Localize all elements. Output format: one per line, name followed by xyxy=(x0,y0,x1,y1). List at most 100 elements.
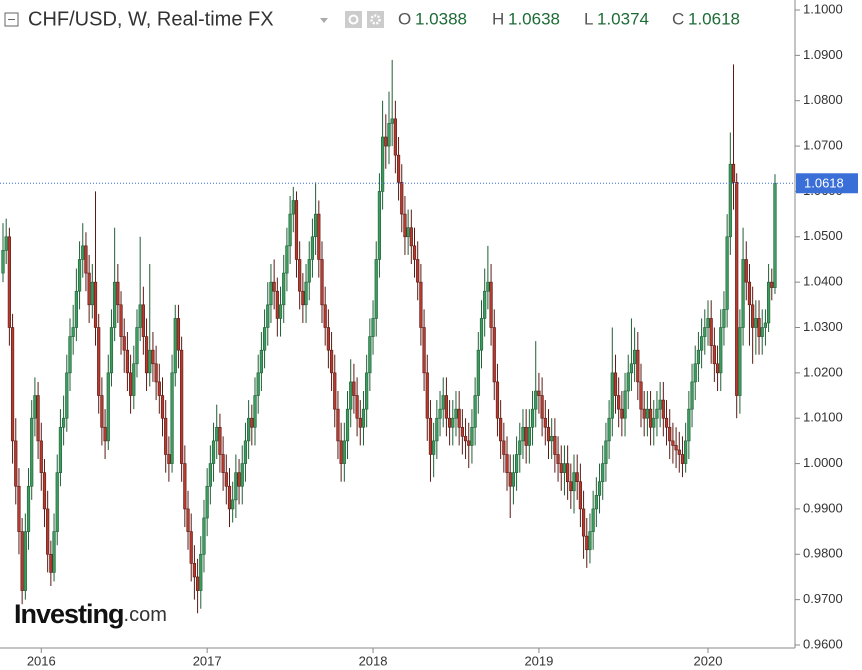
candle-body xyxy=(546,426,551,442)
candle-body xyxy=(661,399,665,419)
candle-body xyxy=(664,417,669,428)
candle-body xyxy=(454,408,458,419)
x-tick-label: 2020 xyxy=(694,653,723,668)
close-label: C xyxy=(672,9,684,28)
candle-body xyxy=(687,408,691,442)
candle-body xyxy=(199,553,203,591)
candle-body xyxy=(141,304,145,337)
candle-body xyxy=(333,372,337,410)
candle-body xyxy=(272,281,276,292)
candle-body xyxy=(591,508,595,532)
candle-body xyxy=(744,259,748,283)
candle-body xyxy=(416,259,420,283)
settings-icon[interactable] xyxy=(367,11,384,28)
candle-body xyxy=(358,417,362,428)
candle-body xyxy=(412,245,417,260)
candle-body xyxy=(623,390,627,419)
visibility-icon[interactable] xyxy=(345,11,362,28)
candle-body xyxy=(489,281,493,328)
y-tick-label: 1.1000 xyxy=(803,1,843,16)
candle-body xyxy=(432,440,436,455)
candle-body xyxy=(180,349,184,464)
candle-body xyxy=(247,417,251,442)
candle-body xyxy=(725,236,729,310)
candle-body xyxy=(696,349,701,365)
y-tick-label: 1.0800 xyxy=(803,92,843,107)
candle-body xyxy=(757,318,761,337)
x-tick-label: 2016 xyxy=(27,653,56,668)
settings-icon-gear xyxy=(370,14,381,25)
candle-body xyxy=(65,372,69,419)
candle-body xyxy=(566,463,570,483)
candle-body xyxy=(36,395,40,442)
candle-body xyxy=(26,485,31,532)
candle-body xyxy=(192,563,197,578)
candle-body xyxy=(323,304,327,328)
candle-body xyxy=(342,440,346,464)
candle-body xyxy=(345,408,350,442)
candle-body xyxy=(154,363,158,383)
candle-body xyxy=(49,553,53,573)
logo-main: Investing xyxy=(14,599,124,629)
logo-suffix: .com xyxy=(124,604,167,626)
candle-body xyxy=(52,531,56,573)
candle-body xyxy=(23,531,27,591)
candle-body xyxy=(291,200,295,215)
y-tick-label: 1.0100 xyxy=(803,410,843,425)
candle-body xyxy=(97,327,101,396)
candle-body xyxy=(285,245,289,274)
open-value: 1.0388 xyxy=(415,9,467,28)
candle-body xyxy=(109,327,114,374)
y-tick-label: 0.9600 xyxy=(803,636,843,651)
candle-body xyxy=(361,408,366,428)
candle-body xyxy=(604,440,608,464)
candle-body xyxy=(530,408,535,428)
high-value: 1.0638 xyxy=(508,9,560,28)
candle-body xyxy=(451,417,455,428)
x-tick-label: 2018 xyxy=(359,653,388,668)
candle-body xyxy=(144,336,149,374)
candle-body xyxy=(441,395,445,410)
candle-body xyxy=(349,381,353,410)
candle-body xyxy=(387,123,391,147)
last-price-box xyxy=(796,173,858,194)
candle-body xyxy=(460,426,464,437)
candle-body xyxy=(368,336,372,374)
candle-body xyxy=(195,576,200,591)
candle-body xyxy=(428,417,433,455)
close-value: 1.0618 xyxy=(688,9,740,28)
candle-body xyxy=(30,417,34,487)
candle-body xyxy=(135,327,139,365)
candle-body xyxy=(645,408,649,419)
collapse-icon[interactable] xyxy=(4,12,19,27)
candle-body xyxy=(470,426,474,446)
candle-body xyxy=(329,349,334,374)
candle-body xyxy=(419,281,423,328)
candle-body xyxy=(259,349,263,374)
candle-body xyxy=(639,381,643,410)
candle-body xyxy=(211,440,216,464)
candle-body xyxy=(71,327,75,337)
candle-body xyxy=(556,454,560,464)
candle-body xyxy=(537,390,541,396)
candle-body xyxy=(240,463,244,487)
candle-body xyxy=(559,463,563,473)
candle-body xyxy=(167,454,171,464)
candle-body xyxy=(617,395,621,410)
logo: Investing.com xyxy=(14,599,167,629)
candle-body xyxy=(310,236,315,260)
candle-body xyxy=(751,304,755,328)
candle-body xyxy=(690,381,694,410)
candle-body xyxy=(709,318,713,346)
low-value: 1.0374 xyxy=(597,9,649,28)
candle-body xyxy=(524,426,528,446)
title-caret[interactable] xyxy=(320,18,328,23)
candle-body xyxy=(540,395,544,419)
candle-body xyxy=(294,200,299,260)
candle-body xyxy=(301,290,305,306)
candle-body xyxy=(151,349,155,365)
y-tick-label: 0.9700 xyxy=(803,591,843,606)
candle-body xyxy=(550,436,554,442)
y-tick-label: 1.0900 xyxy=(803,47,843,62)
